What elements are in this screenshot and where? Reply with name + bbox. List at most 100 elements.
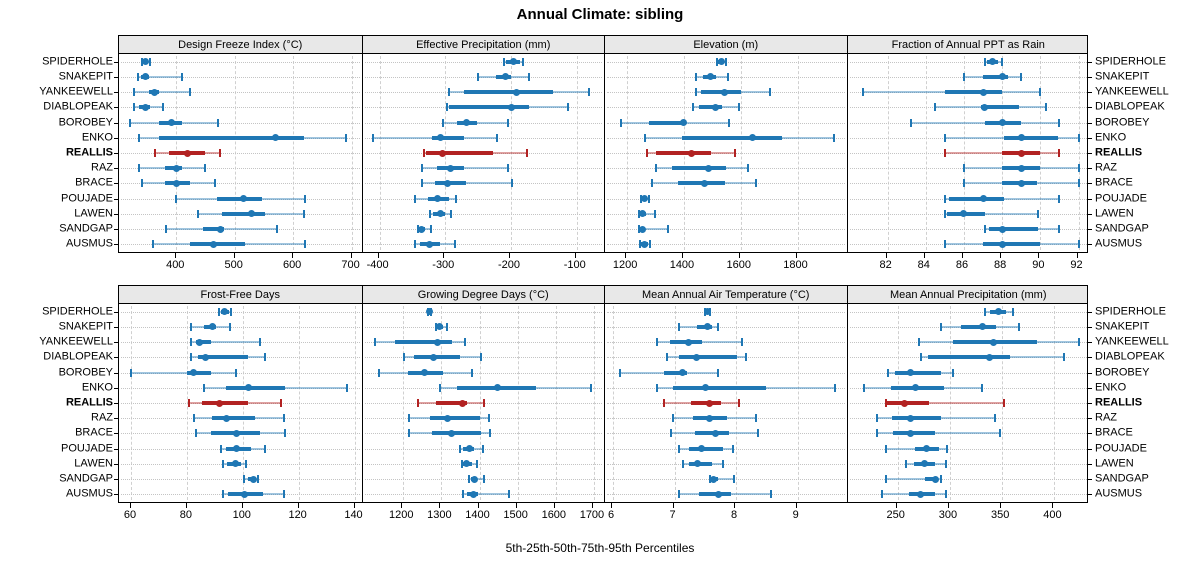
x-axis-tick-label: 300 [938,509,958,521]
row-tick-left [114,387,118,389]
row-tick-right [1088,183,1092,185]
gridline-horizontal [607,122,845,124]
gridline-horizontal [607,244,845,246]
gridline-horizontal [849,137,1087,139]
median-dot [688,149,696,157]
whisker-cap [1039,88,1042,97]
row-tick-right [1088,403,1092,404]
strip-title: Design Freeze Index (°C) [178,38,303,51]
whisker-25-75 [927,355,1010,360]
site-label-right: BRACE [1095,176,1133,189]
gridline-horizontal [121,372,360,374]
median-dot [443,414,451,422]
row-tick-right [1088,479,1092,481]
row-tick-right [1088,418,1092,420]
gridline-horizontal [849,403,1087,404]
whisker-cap [590,383,593,392]
x-axis-tick [1052,503,1054,508]
x-axis-tick-label: 82 [879,259,892,271]
whisker-cap [175,194,178,203]
whisker-25-75 [948,196,1005,201]
row-tick-left [114,198,118,200]
strip-title: Fraction of Annual PPT as Rain [846,36,1090,53]
gridline-horizontal [364,494,602,496]
gridline-horizontal [849,372,1087,374]
whisker-cap [188,88,191,97]
site-label-right: SPIDERHOLE [1095,55,1166,68]
whisker-cap [917,338,920,347]
site-label-left: RAZ [91,161,113,174]
gridline-horizontal [364,229,602,231]
median-dot [429,353,437,361]
x-axis-tick [734,503,736,508]
whisker-cap [521,57,524,66]
row-tick-right [1088,107,1092,109]
site-label-right: LAWEN [1095,207,1134,220]
x-axis-tick [553,503,555,508]
site-label-right: BOROBEY [1095,116,1150,129]
row-tick-left [114,61,118,63]
whisker-cap [420,164,423,173]
x-axis-tick-label: 90 [1032,259,1045,271]
site-label-right: BOROBEY [1095,366,1150,379]
site-label-left: SANDGAP [59,472,113,485]
whisker-cap [416,399,419,407]
site-label-right: SNAKEPIT [1095,320,1150,333]
x-axis-tick [477,503,479,508]
row-tick-left [114,403,118,404]
row-tick-right [1088,342,1092,344]
row-tick-right [1088,168,1092,170]
x-axis-tick [443,253,445,258]
whisker-cap [934,103,937,112]
whisker-25-75 [664,370,687,375]
strip-title: Frost-Free Days [200,288,280,301]
gridline-horizontal [849,433,1087,435]
median-dot [216,399,224,407]
x-axis-tick [625,253,627,258]
whisker-cap [180,72,183,81]
row-tick-right [1088,326,1092,328]
whisker-5-95 [131,371,236,374]
site-label-right: YANKEEWELL [1095,85,1169,98]
x-axis-tick [1038,253,1040,258]
x-axis-tick [353,503,355,508]
x-axis-tick [1000,253,1002,258]
whisker-cap [646,149,649,157]
whisker-cap [1062,353,1065,362]
whisker-cap [651,179,654,188]
whisker-cap [230,307,233,316]
median-dot [272,134,280,142]
row-tick-left [114,479,118,481]
median-dot [248,210,256,218]
whisker-cap [138,133,141,142]
whisker-cap [414,240,417,249]
median-dot [923,445,931,453]
x-axis-tick-label: -400 [366,259,389,271]
median-dot [141,103,149,111]
x-axis-tick-label: 6 [607,509,615,521]
x-axis-tick [350,253,352,258]
whisker-cap [999,429,1002,438]
gridline-horizontal [121,153,360,154]
gridline-horizontal [849,122,1087,124]
gridline-horizontal [364,122,602,124]
whisker-cap [1003,399,1006,407]
panel-plot-area [119,304,362,502]
x-axis-tick [233,253,235,258]
whisker-cap [468,475,471,484]
median-dot [981,103,989,111]
whisker-cap [983,57,986,66]
strip-title: Effective Precipitation (mm) [361,36,605,53]
row-tick-left [114,122,118,124]
row-tick-left [114,433,118,435]
whisker-cap [460,459,463,468]
median-dot [701,384,709,392]
median-dot [693,353,701,361]
gridline-horizontal [607,76,845,78]
x-axis-tick [591,503,593,508]
panel-plot-area [361,54,605,252]
median-dot [906,414,914,422]
whisker-cap [408,429,411,438]
whisker-cap [984,307,987,316]
